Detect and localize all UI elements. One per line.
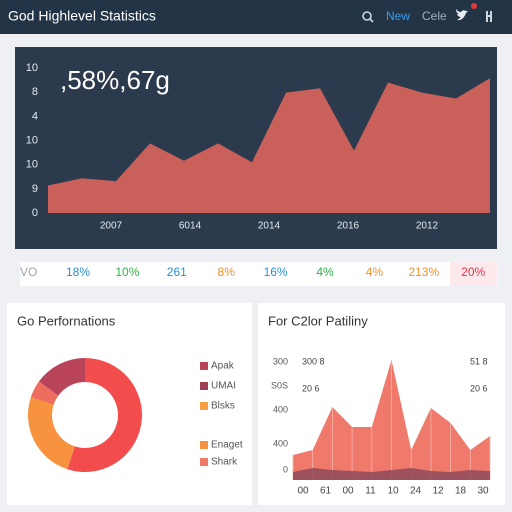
legend-swatch <box>200 382 208 390</box>
header-title: God Highlevel Statistics <box>8 8 156 24</box>
y-label: 400 <box>273 404 288 414</box>
x-label: 00 <box>342 486 354 497</box>
legend-label: Shark <box>211 457 238 468</box>
header-bar <box>0 0 512 34</box>
legend-swatch <box>200 458 208 466</box>
x-label: 2012 <box>416 221 439 232</box>
x-label: 61 <box>320 486 332 497</box>
legend-swatch <box>200 362 208 370</box>
stat: 261 <box>167 265 187 279</box>
legend-label: Blsks <box>211 401 235 412</box>
x-label: 2007 <box>100 221 123 232</box>
x-label: 2016 <box>337 221 360 232</box>
stat: 18% <box>66 265 90 279</box>
stat: VO <box>20 265 37 279</box>
area <box>48 78 490 214</box>
donut-segment <box>28 397 75 470</box>
y-label: S0S <box>271 380 288 390</box>
x-label: 2014 <box>258 221 281 232</box>
legend-label: UMAI <box>211 381 236 392</box>
y-label: 400 <box>273 438 288 448</box>
stat: 10% <box>115 265 139 279</box>
inner-label: 20 6 <box>470 383 488 393</box>
x-label: 24 <box>410 486 422 497</box>
y-label: 9 <box>32 183 38 195</box>
inner-label: 20 6 <box>302 383 320 393</box>
inner-label: 51 8 <box>470 356 488 366</box>
stat: 4% <box>366 265 384 279</box>
card-title: For C2lor Patiliny <box>268 313 368 328</box>
legend-label: Enaget <box>211 440 243 451</box>
nav-link[interactable]: Cele <box>422 9 447 23</box>
card-title: Go Perfornations <box>17 313 116 328</box>
x-label: 18 <box>455 486 467 497</box>
headline: ,58%,67g <box>60 65 170 95</box>
stat: 213% <box>408 265 439 279</box>
x-label: 12 <box>432 486 444 497</box>
x-label: 00 <box>297 486 309 497</box>
y-label: 0 <box>32 207 38 219</box>
stat-highlight <box>450 262 497 286</box>
y-label: 4 <box>32 110 38 122</box>
donut-segment <box>67 358 142 472</box>
y-label: 10 <box>26 135 38 147</box>
y-label: 300 <box>273 356 288 366</box>
y-label: 10 <box>26 62 38 74</box>
y-label: 8 <box>32 86 38 98</box>
stat: 8% <box>218 265 236 279</box>
stats-row <box>20 262 498 286</box>
legend-label: Apak <box>211 361 235 372</box>
legend-swatch <box>200 441 208 449</box>
x-label: 11 <box>365 486 376 497</box>
grid-icon[interactable] <box>486 11 492 22</box>
twitter-icon[interactable] <box>456 9 468 21</box>
donut-segment <box>38 358 85 396</box>
area <box>293 468 490 480</box>
nav-link[interactable]: New <box>386 9 410 23</box>
stat: 20% <box>461 265 485 279</box>
inner-label: 300 8 <box>302 356 325 366</box>
y-label: 10 <box>26 159 38 171</box>
legend-swatch <box>200 402 208 410</box>
stat: 16% <box>264 265 288 279</box>
x-label: 10 <box>387 486 399 497</box>
stat: 4% <box>316 265 334 279</box>
search-icon-handle <box>369 18 374 23</box>
x-label: 30 <box>477 486 489 497</box>
y-label: 0 <box>283 464 288 474</box>
donut-segment <box>30 381 59 405</box>
x-label: 6014 <box>179 221 202 232</box>
notification-dot <box>471 3 477 9</box>
search-icon[interactable] <box>362 11 372 21</box>
